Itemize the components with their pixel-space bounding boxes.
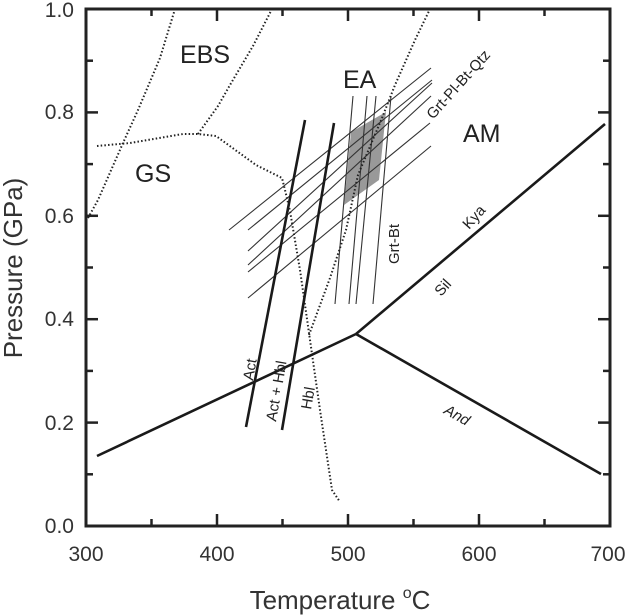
y-tick-0-4: 0.4 (45, 308, 75, 331)
label-hbl: Hbl (298, 386, 319, 411)
label-act: Act (240, 357, 261, 382)
x-axis-ticks (84, 9, 546, 526)
y-tick-0-6: 0.6 (45, 205, 74, 228)
facies-boundaries (87, 8, 431, 503)
region-label-gs: GS (135, 160, 171, 188)
region-label-ebs: EBS (180, 41, 230, 69)
label-and: And (440, 401, 473, 430)
y-tick-0-8: 0.8 (45, 101, 74, 124)
grt-bt-lines (334, 95, 392, 305)
label-sil: Sil (431, 276, 455, 300)
label-grt-pl-bt-qtz: Grt-Pl-Bt-Qtz (423, 47, 494, 123)
y-axis-label: Pressure (GPa) (0, 178, 28, 359)
label-kya: Kya (459, 202, 489, 233)
label-act-hbl: Act + Hbl (263, 359, 290, 422)
x-tick-500: 500 (330, 543, 365, 566)
x-tick-400: 400 (199, 543, 234, 566)
y-tick-0-2: 0.2 (45, 412, 74, 435)
y-tick-0: 0.0 (45, 515, 74, 538)
region-label-am: AM (463, 120, 501, 148)
y-tick-labels: 0.0 0.2 0.4 0.6 0.8 1.0 (45, 0, 75, 538)
region-label-ea: EA (343, 66, 377, 94)
label-grt-bt: Grt-Bt (386, 223, 403, 264)
aluminosilicate-lines (96, 123, 606, 476)
x-tick-600: 600 (461, 543, 496, 566)
x-tick-700: 700 (590, 543, 625, 566)
x-tick-300: 300 (68, 543, 103, 566)
y-axis-ticks (86, 59, 610, 476)
x-axis-label: Temperature oC (250, 585, 431, 615)
x-tick-labels: 300 400 500 600 700 (68, 543, 625, 566)
amphibole-lines (244, 119, 336, 431)
y-tick-1-0: 1.0 (45, 0, 74, 22)
